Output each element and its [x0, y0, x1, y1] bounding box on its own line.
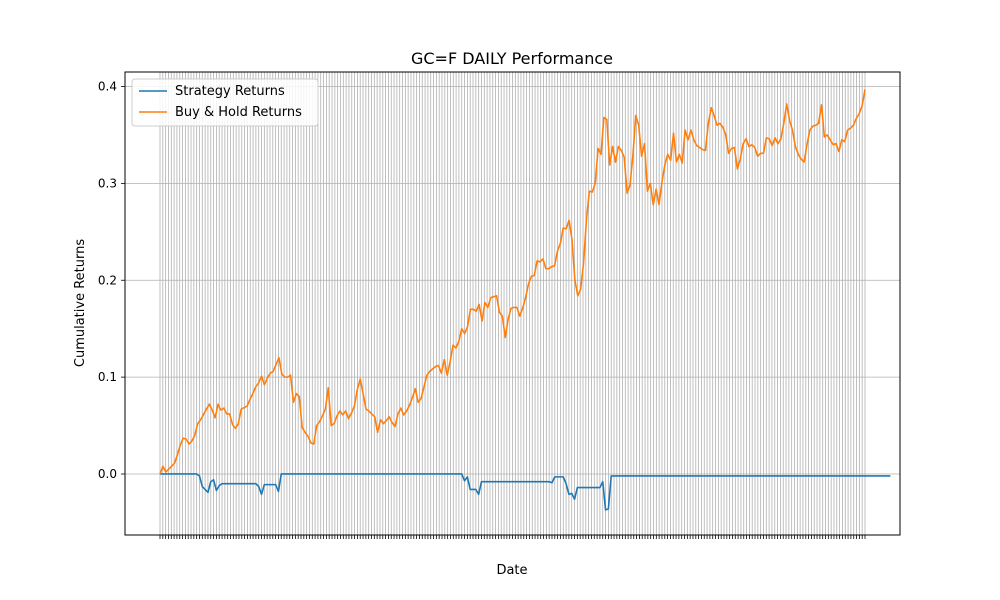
vertical-gridlines	[159, 72, 866, 535]
y-tick-label: 0.2	[98, 273, 117, 287]
chart-title: GC=F DAILY Performance	[411, 49, 613, 68]
legend-box	[131, 78, 319, 127]
y-tick-label: 0.1	[98, 370, 117, 384]
legend-label-strategy: Strategy Returns	[175, 84, 285, 99]
x-axis-label: Date	[496, 563, 527, 578]
y-tick-label: 0.3	[98, 176, 117, 190]
legend-label-buy-hold: Buy & Hold Returns	[175, 105, 302, 120]
y-ticks: 0.0 0.1 0.2 0.3 0.4	[98, 80, 125, 481]
y-axis-label: Cumulative Returns	[73, 239, 88, 367]
y-tick-label: 0.4	[98, 80, 117, 94]
horizontal-gridlines	[125, 86, 900, 475]
y-tick-label: 0.0	[98, 467, 117, 481]
series-line-1	[159, 89, 866, 475]
x-ticks	[159, 535, 866, 539]
series-line-0	[160, 473, 891, 511]
series-layer	[159, 89, 891, 511]
legend: Strategy Returns Buy & Hold Returns	[131, 78, 319, 127]
